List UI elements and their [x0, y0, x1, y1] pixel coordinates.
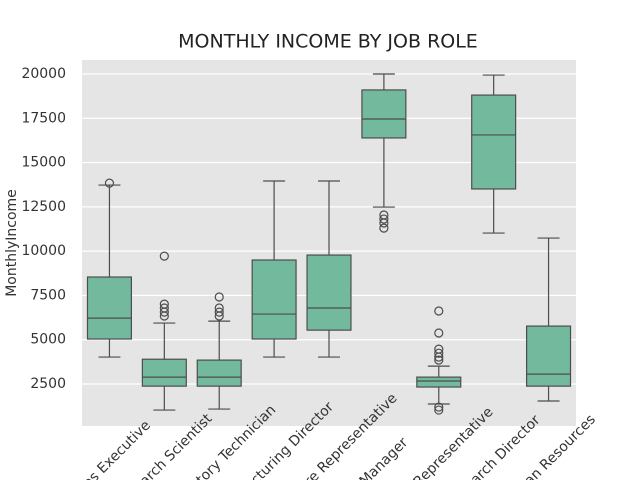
flier [159, 311, 169, 321]
flier [434, 355, 444, 365]
box [196, 359, 242, 387]
box [251, 259, 297, 340]
y-tick-label: 20000 [21, 66, 66, 82]
flier [214, 292, 224, 302]
box [306, 254, 352, 331]
flier [379, 223, 389, 233]
flier [379, 214, 389, 224]
y-tick-label: 7500 [30, 287, 66, 303]
y-tick-label: 17500 [21, 110, 66, 126]
flier [104, 178, 115, 188]
box [471, 94, 517, 190]
flier [379, 218, 389, 228]
y-tick-label: 5000 [30, 332, 66, 348]
flier [434, 402, 444, 412]
flier [434, 352, 444, 362]
flier [434, 328, 444, 338]
y-tick-label: 10000 [21, 243, 66, 259]
flier [214, 307, 224, 317]
x-tick-label: Manager [357, 434, 412, 480]
flier [214, 311, 224, 321]
flier [159, 307, 169, 317]
box [416, 376, 462, 388]
y-tick-label: 2500 [30, 376, 66, 392]
y-tick-label: 12500 [21, 199, 66, 215]
flier [159, 251, 169, 261]
box [141, 358, 187, 387]
flier [434, 405, 444, 415]
box [361, 89, 407, 139]
x-tick-label: Sales Executive [65, 417, 154, 480]
y-axis-label: MonthlyIncome [4, 189, 20, 297]
box [525, 325, 572, 387]
flier [434, 348, 444, 358]
y-tick-label: 15000 [21, 155, 66, 171]
box [86, 276, 133, 340]
chart-title: MONTHLY INCOME BY JOB ROLE [178, 31, 478, 53]
flier [434, 306, 444, 316]
